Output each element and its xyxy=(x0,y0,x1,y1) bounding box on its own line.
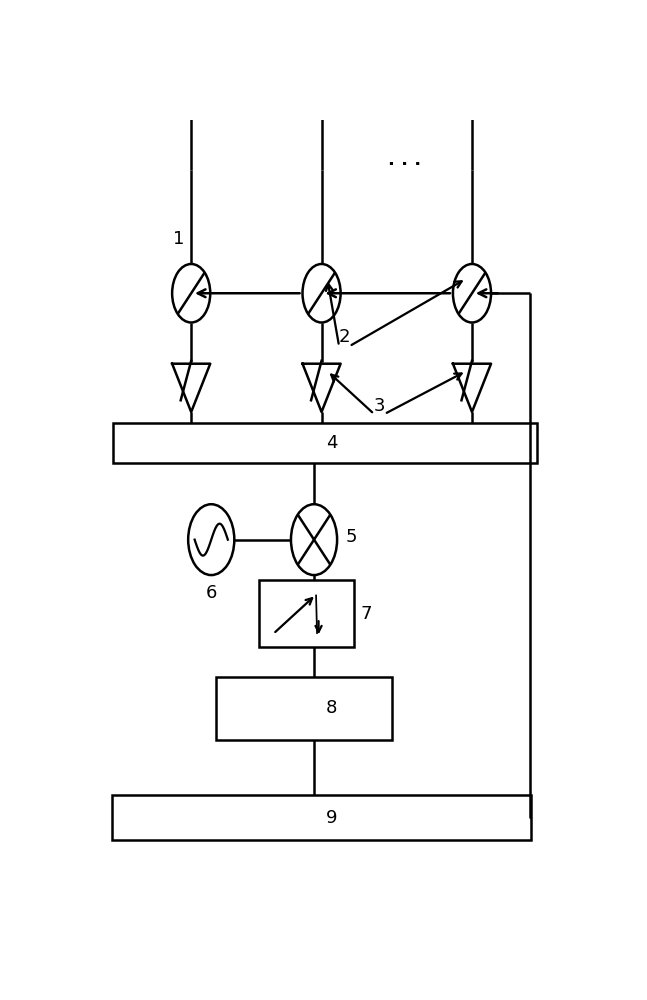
Text: . . .: . . . xyxy=(388,151,421,169)
Text: 6: 6 xyxy=(206,584,217,602)
Bar xyxy=(216,677,392,740)
Bar xyxy=(112,795,531,840)
Text: 8: 8 xyxy=(326,699,337,717)
Bar xyxy=(113,423,537,463)
Polygon shape xyxy=(166,67,217,118)
Text: 3: 3 xyxy=(373,397,385,415)
Bar xyxy=(259,580,354,647)
Text: 9: 9 xyxy=(326,809,337,827)
Polygon shape xyxy=(446,67,498,118)
Text: 2: 2 xyxy=(338,328,350,346)
Polygon shape xyxy=(296,67,347,118)
Text: 1: 1 xyxy=(173,230,184,248)
Text: 7: 7 xyxy=(360,605,372,623)
Text: 4: 4 xyxy=(326,434,337,452)
Text: 5: 5 xyxy=(345,528,357,546)
